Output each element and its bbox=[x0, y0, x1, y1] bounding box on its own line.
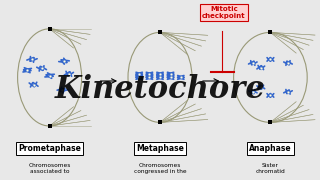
Text: Sister
chromatid: Sister chromatid bbox=[256, 163, 285, 174]
Text: Anaphase: Anaphase bbox=[249, 144, 292, 153]
Text: Chromosomes
congressed in the: Chromosomes congressed in the bbox=[134, 163, 186, 174]
Text: Mitotic
checkpoint: Mitotic checkpoint bbox=[202, 6, 246, 19]
Text: Chromosomes
associated to: Chromosomes associated to bbox=[28, 163, 71, 174]
Text: Prometaphase: Prometaphase bbox=[18, 144, 81, 153]
Text: Metaphase: Metaphase bbox=[136, 144, 184, 153]
Text: Kinetochore: Kinetochore bbox=[55, 75, 265, 105]
